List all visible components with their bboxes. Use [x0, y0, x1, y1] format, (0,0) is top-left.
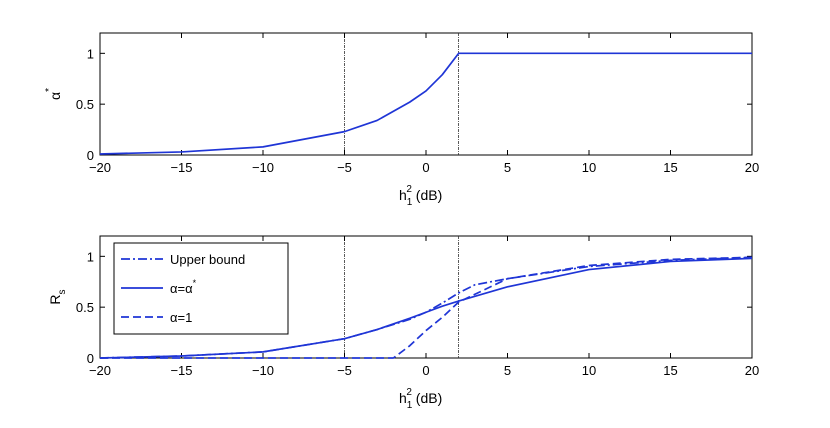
- x-tick-label: 0: [422, 363, 429, 378]
- y-tick-label: 0: [87, 351, 94, 366]
- legend-label: Upper bound: [170, 252, 245, 267]
- subplot-2: −20 −15 −10 −5 0 5 10 15 20 0 0.5 1 h12 (dB) Rs Upper …: [47, 235, 759, 411]
- legend: Upper bound α=α* α=1: [113, 242, 289, 335]
- legend-label: α=1: [170, 310, 192, 325]
- series-line-solid: [99, 257, 753, 359]
- y-tick-label: 0.5: [76, 300, 94, 315]
- x-tick-label: 0: [422, 160, 429, 175]
- y-axis-label: α*: [44, 88, 63, 100]
- series-line-dashed: [100, 256, 753, 359]
- x-tick-label: 5: [504, 160, 511, 175]
- x-tick-label: 10: [582, 160, 596, 175]
- y-tick-label: 1: [87, 249, 94, 264]
- x-tick-label: −15: [170, 160, 192, 175]
- series-line-solid: [99, 52, 752, 155]
- y-tick-label: 1: [87, 46, 94, 61]
- x-tick-label: −5: [337, 363, 352, 378]
- x-tick-label: −20: [89, 363, 111, 378]
- y-tick-label: 0: [87, 148, 94, 163]
- x-tick-label: −15: [170, 363, 192, 378]
- subplot-1: −20 −15 −10 −5 0 5 10 15 20 0 0.5 1 h12 (dB) α*: [44, 32, 759, 208]
- x-tick-label: 15: [663, 363, 677, 378]
- axes-box: [99, 32, 753, 156]
- x-tick-label: −5: [337, 160, 352, 175]
- x-tick-label: 10: [582, 363, 596, 378]
- x-axis-label: h12 (dB): [399, 184, 442, 208]
- x-tick-label: −10: [252, 363, 274, 378]
- legend-label: α=α*: [170, 278, 197, 296]
- x-tick-label: 20: [745, 160, 759, 175]
- x-tick-label: 20: [745, 363, 759, 378]
- x-tick-label: −20: [89, 160, 111, 175]
- x-tick-label: 15: [663, 160, 677, 175]
- y-axis-label: Rs: [47, 289, 68, 304]
- x-tick-label: −10: [252, 160, 274, 175]
- y-tick-label: 0.5: [76, 97, 94, 112]
- x-tick-label: 5: [504, 363, 511, 378]
- x-axis-label: h12 (dB): [399, 387, 442, 411]
